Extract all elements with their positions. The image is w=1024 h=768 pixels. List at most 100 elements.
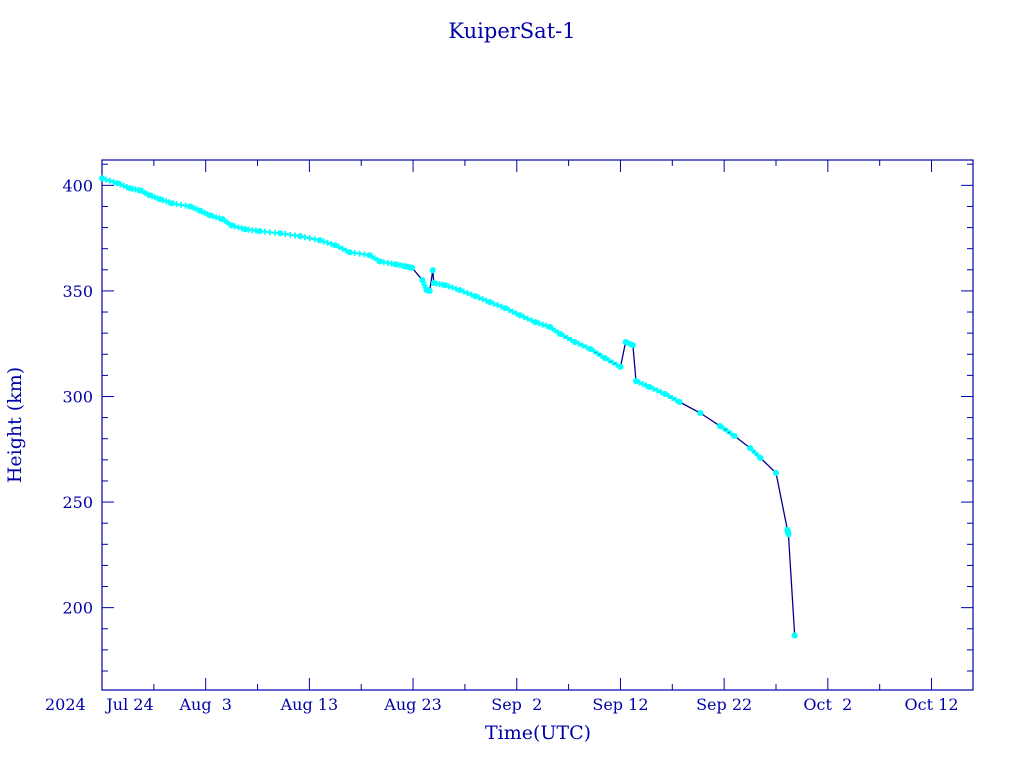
data-point-marker <box>601 355 608 362</box>
data-point-marker <box>102 176 109 183</box>
data-point-marker <box>120 182 127 189</box>
data-point-marker <box>301 234 308 241</box>
y-tick-label: 400 <box>62 176 93 195</box>
data-point-marker <box>445 283 452 290</box>
data-point-marker <box>662 390 669 397</box>
data-point-marker <box>206 212 213 219</box>
data-point-marker <box>571 339 578 346</box>
x-tick-label: Aug 13 <box>280 695 339 714</box>
data-point-marker <box>306 235 313 242</box>
data-point-marker <box>419 277 426 284</box>
data-point-marker <box>146 192 153 199</box>
y-tick-label: 350 <box>62 282 93 301</box>
data-point-marker <box>494 302 501 309</box>
data-point-marker <box>665 392 672 399</box>
data-point-marker <box>456 287 463 294</box>
data-point-marker <box>772 469 779 476</box>
data-point-marker <box>505 306 512 313</box>
data-point-marker <box>646 383 653 390</box>
year-label: 2024 <box>45 695 86 714</box>
data-point-marker <box>791 632 798 639</box>
data-point-marker <box>168 200 175 207</box>
data-point-marker <box>486 299 493 306</box>
data-point-marker <box>472 293 479 300</box>
data-point-marker <box>272 229 279 236</box>
data-point-marker <box>475 294 482 301</box>
data-point-marker <box>256 228 263 235</box>
data-point-marker <box>639 381 646 388</box>
data-point-marker <box>591 348 598 355</box>
data-point-marker <box>479 296 486 303</box>
data-point-marker <box>429 267 436 274</box>
data-point-marker <box>502 305 509 312</box>
data-point-marker <box>731 432 738 439</box>
data-point-marker <box>460 288 467 295</box>
plot-frame <box>101 159 974 691</box>
data-point-marker <box>697 409 704 416</box>
data-point-marker <box>213 214 220 221</box>
data-point-marker <box>219 216 226 223</box>
data-point-marker <box>160 197 167 204</box>
data-point-marker <box>209 213 216 220</box>
x-tick-label: Aug 3 <box>178 695 231 714</box>
data-point-marker <box>747 445 754 452</box>
data-point-marker <box>332 242 339 249</box>
data-point-marker <box>187 203 194 210</box>
data-point-marker <box>516 312 523 319</box>
data-point-marker <box>464 290 471 297</box>
data-point-marker <box>557 330 564 337</box>
data-point-marker <box>366 252 373 259</box>
data-point-marker <box>594 350 601 357</box>
x-tick-label: Aug 23 <box>383 695 442 714</box>
x-tick-label: Oct 2 <box>803 695 852 714</box>
data-point-marker <box>442 282 449 289</box>
data-point-marker <box>157 196 164 203</box>
data-point-marker <box>320 238 327 245</box>
data-point-marker <box>266 229 273 236</box>
data-point-marker <box>99 175 105 182</box>
data-point-marker <box>539 321 546 328</box>
data-point-marker <box>633 378 640 385</box>
data-point-marker <box>654 387 661 394</box>
data-point-marker <box>509 308 516 315</box>
x-axis-label: Time(UTC) <box>485 722 591 744</box>
data-point-marker <box>346 249 353 256</box>
data-point-marker <box>579 342 586 349</box>
data-point-marker <box>587 345 594 352</box>
data-point-marker <box>324 239 331 246</box>
data-point-marker <box>629 342 636 349</box>
data-point-marker <box>426 287 433 294</box>
data-point-marker <box>449 284 456 291</box>
x-tick-label: Oct 12 <box>905 695 959 714</box>
chart-title: KuiperSat-1 <box>448 19 575 43</box>
data-point-marker <box>228 222 235 229</box>
y-tick-label: 200 <box>62 599 93 618</box>
data-point-marker <box>376 258 383 265</box>
data-point-marker <box>724 428 731 435</box>
data-point-marker <box>335 244 342 251</box>
data-point-marker <box>716 423 723 430</box>
data-point-marker <box>297 233 304 240</box>
y-axis-label: Height (km) <box>4 367 26 483</box>
data-point-marker <box>676 398 683 405</box>
data-point-marker <box>605 357 612 364</box>
data-point-marker <box>650 385 657 392</box>
data-point-marker <box>720 425 727 432</box>
data-point-marker <box>536 320 543 327</box>
data-point-marker <box>106 177 113 184</box>
height-series-line <box>101 177 796 636</box>
data-point-marker <box>311 236 318 243</box>
data-point-marker <box>231 223 238 230</box>
data-point-marker <box>636 379 643 386</box>
data-point-marker <box>316 237 323 244</box>
data-point-marker <box>163 198 170 205</box>
data-point-marker <box>524 315 531 322</box>
data-point-marker <box>617 363 624 370</box>
data-point-marker <box>261 228 268 235</box>
data-point-marker <box>575 340 582 347</box>
x-tick-label: Sep 2 <box>491 695 542 714</box>
y-tick-label: 300 <box>62 387 93 406</box>
x-tick-label: Jul 24 <box>104 695 153 714</box>
x-tick-label: Sep 12 <box>592 695 648 714</box>
